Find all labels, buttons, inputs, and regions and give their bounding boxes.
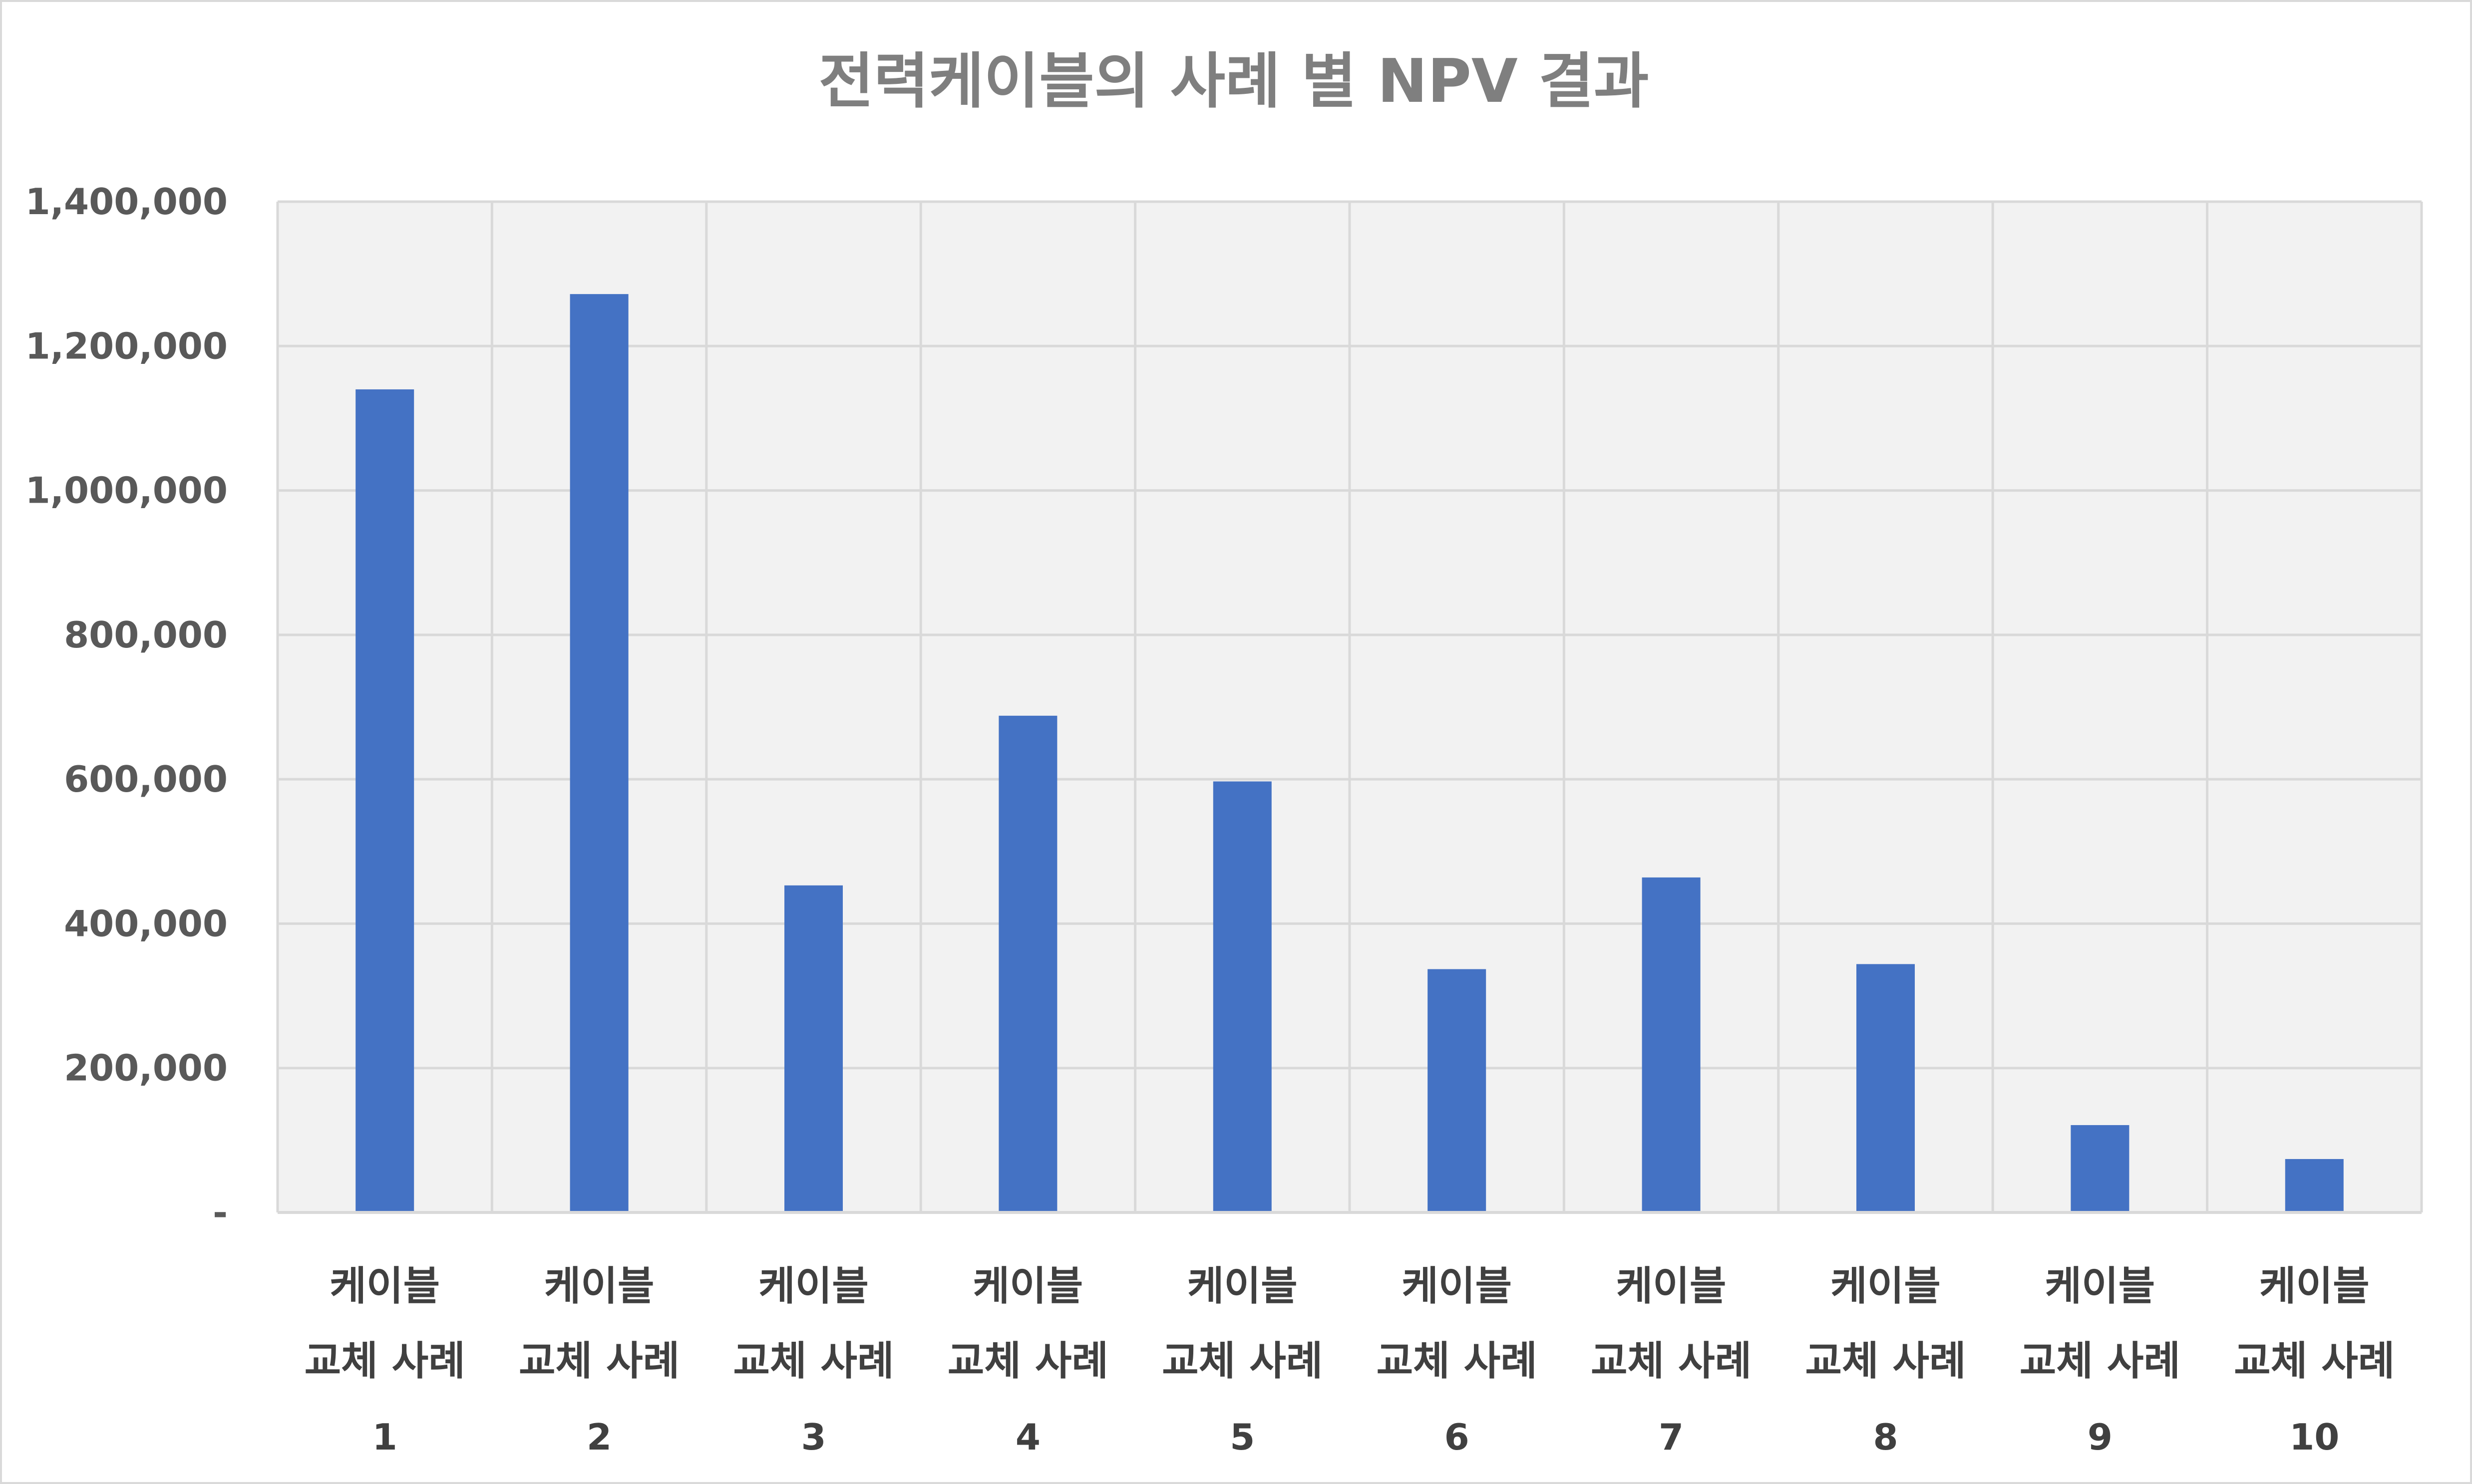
x-category-label: 교체 사례 [1591,1338,1752,1384]
x-category-label: 교체 사례 [2020,1338,2180,1384]
x-category-label: 5 [1230,1416,1255,1458]
x-category-label: 교체 사례 [733,1338,894,1384]
bar [2071,1125,2129,1212]
x-category-label: 9 [2088,1416,2113,1458]
y-tick-label: 200,000 [64,1047,228,1089]
x-category-label: 교체 사례 [519,1338,680,1384]
x-category-label: 케이블 [758,1263,869,1309]
gridlines [276,200,2423,1212]
x-category-label: 교체 사례 [305,1338,465,1384]
x-category-label: 6 [1444,1416,1469,1458]
bar [1213,781,1272,1212]
x-category-label: 교체 사례 [1805,1338,1966,1384]
x-category-label: 케이블 [2259,1263,2370,1309]
bar [1642,877,1701,1212]
x-category-label: 2 [587,1416,612,1458]
x-category-label: 케이블 [544,1263,655,1309]
x-category-label: 8 [1873,1416,1898,1458]
bar [2285,1159,2344,1212]
y-tick-label: 1,200,000 [25,325,228,367]
bar [1856,964,1915,1212]
y-tick-label: 800,000 [64,614,228,656]
x-category-label: 케이블 [2045,1263,2155,1309]
x-category-label: 케이블 [330,1263,440,1309]
x-category-label: 10 [2289,1416,2339,1458]
y-tick-label: 600,000 [64,758,228,800]
x-category-label: 3 [801,1416,826,1458]
x-category-label: 교체 사례 [948,1338,1108,1384]
bar [784,885,843,1212]
y-tick-label: - [213,1191,228,1233]
x-category-label: 교체 사례 [2234,1338,2395,1384]
x-category-label: 케이블 [1830,1263,1941,1309]
x-category-label: 1 [372,1416,397,1458]
x-category-label: 케이블 [973,1263,1083,1309]
x-category-label: 케이블 [1402,1263,1512,1309]
y-axis-tick-labels: - 200,000 400,000 600,000 800,000 1,000,000 1,… [25,181,228,1233]
y-tick-label: 1,000,000 [25,470,228,512]
x-category-label: 7 [1659,1416,1684,1458]
bars [355,294,2344,1213]
x-category-label: 교체 사례 [1377,1338,1537,1384]
x-category-label: 케이블 [1187,1263,1298,1309]
x-category-label: 교체 사례 [1162,1338,1323,1384]
chart-title: 전력케이블의 사례 별 NPV 결과 [819,47,1649,116]
bar [355,389,414,1212]
bar [999,715,1058,1212]
x-category-label: 케이블 [1616,1263,1727,1309]
bar [1427,969,1486,1212]
y-tick-label: 400,000 [64,902,228,944]
bar [570,294,629,1213]
x-category-label: 4 [1016,1416,1041,1458]
y-tick-label: 1,400,000 [25,181,228,223]
